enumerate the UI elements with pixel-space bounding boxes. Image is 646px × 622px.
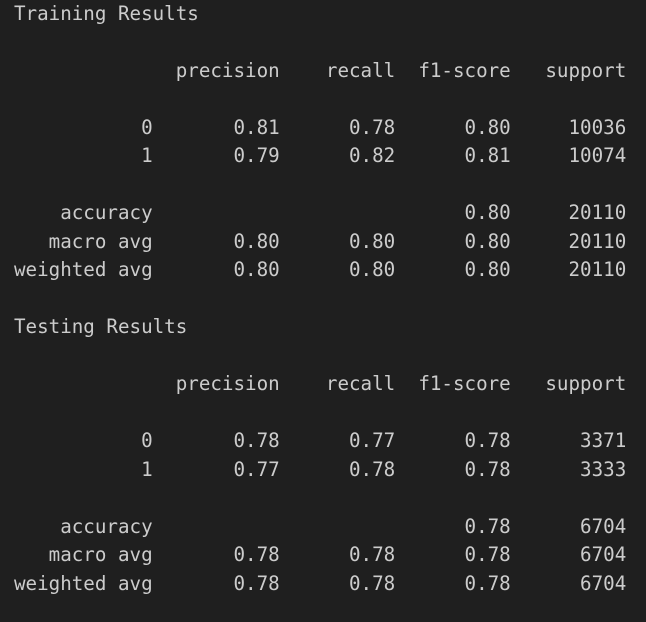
training-row-0: 0 0.81 0.78 0.80 10036 [14,116,627,139]
testing-row-1: 1 0.77 0.78 0.78 3333 [14,458,627,481]
testing-title: Testing Results [14,315,188,338]
testing-row-0: 0 0.78 0.77 0.78 3371 [14,429,627,452]
testing-header-row: precision recall f1-score support [14,372,627,395]
training-macro-avg-row: macro avg 0.80 0.80 0.80 20110 [14,230,627,253]
testing-accuracy-row: accuracy 0.78 6704 [14,515,627,538]
training-row-1: 1 0.79 0.82 0.81 10074 [14,144,627,167]
testing-macro-avg-row: macro avg 0.78 0.78 0.78 6704 [14,543,627,566]
training-accuracy-row: accuracy 0.80 20110 [14,201,627,224]
training-title: Training Results [14,2,199,25]
training-weighted-avg-row: weighted avg 0.80 0.80 0.80 20110 [14,258,627,281]
training-header-row: precision recall f1-score support [14,59,627,82]
testing-weighted-avg-row: weighted avg 0.78 0.78 0.78 6704 [14,572,627,595]
